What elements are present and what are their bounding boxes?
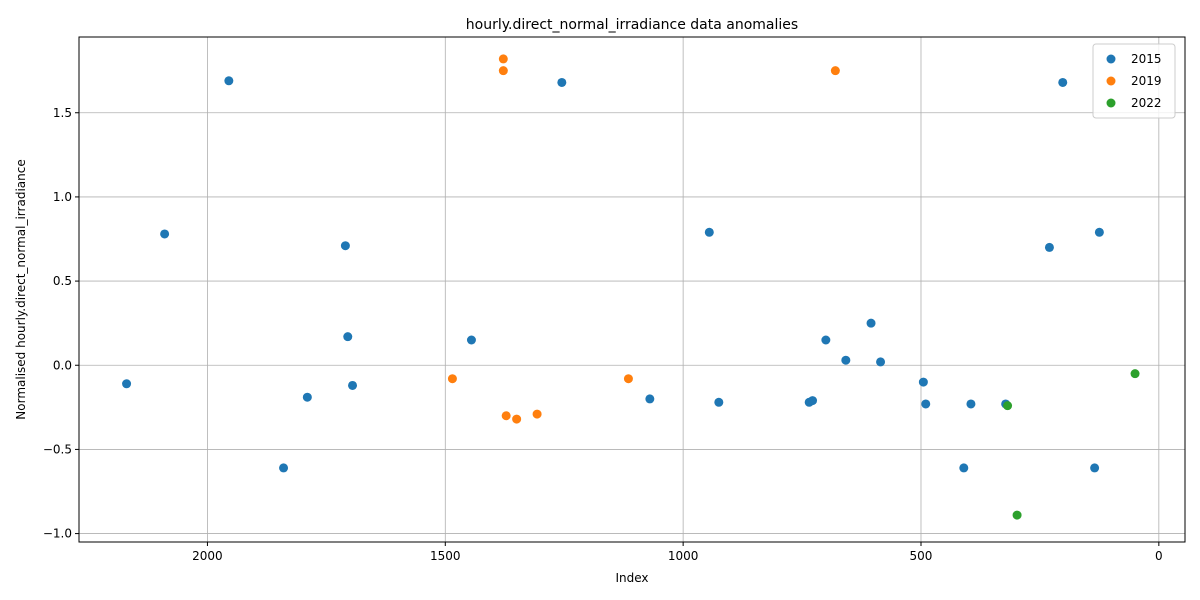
x-tick-label: 2000 bbox=[192, 549, 223, 563]
x-tick-label: 1500 bbox=[430, 549, 461, 563]
point-2015 bbox=[557, 77, 567, 87]
point-2015 bbox=[918, 377, 928, 387]
data-points bbox=[122, 54, 1140, 520]
point-2015 bbox=[466, 335, 476, 345]
x-tick-label: 500 bbox=[910, 549, 933, 563]
point-2019 bbox=[501, 411, 511, 421]
point-2015 bbox=[279, 463, 289, 473]
point-2022 bbox=[1130, 369, 1140, 379]
point-2022 bbox=[1003, 401, 1013, 411]
point-2019 bbox=[623, 374, 633, 384]
point-2015 bbox=[966, 399, 976, 409]
point-2015 bbox=[876, 357, 886, 367]
point-2019 bbox=[498, 66, 508, 76]
plot-frame bbox=[78, 36, 1186, 543]
point-2015 bbox=[340, 241, 350, 251]
grid-lines bbox=[79, 37, 1185, 542]
point-2015 bbox=[959, 463, 969, 473]
x-tick-label: 1000 bbox=[668, 549, 699, 563]
point-2022 bbox=[1012, 510, 1022, 520]
point-2015 bbox=[122, 379, 132, 389]
legend-label-2015: 2015 bbox=[1131, 52, 1162, 66]
legend-label-2022: 2022 bbox=[1131, 96, 1162, 110]
legend-marker-2015 bbox=[1106, 54, 1116, 64]
y-tick-label: −1.0 bbox=[43, 527, 72, 541]
legend: 2015 2019 2022 bbox=[1092, 43, 1176, 119]
point-2019 bbox=[512, 414, 522, 424]
point-2015 bbox=[645, 394, 655, 404]
y-axis-label: Normalised hourly.direct_normal_irradian… bbox=[14, 159, 28, 419]
legend-marker-2019 bbox=[1106, 76, 1116, 86]
chart-title: hourly.direct_normal_irradiance data ano… bbox=[466, 17, 798, 33]
point-2015 bbox=[821, 335, 831, 345]
point-2015 bbox=[921, 399, 931, 409]
point-2015 bbox=[714, 397, 724, 407]
point-2015 bbox=[704, 227, 714, 237]
point-2015 bbox=[866, 318, 876, 328]
point-2015 bbox=[348, 380, 358, 390]
x-tick-label: 0 bbox=[1155, 549, 1163, 563]
point-2015 bbox=[841, 355, 851, 365]
y-tick-label: 0.5 bbox=[53, 274, 72, 288]
point-2015 bbox=[1090, 463, 1100, 473]
x-axis-ticks: 2000 1500 1000 500 0 bbox=[192, 542, 1163, 563]
point-2015 bbox=[343, 332, 353, 342]
y-tick-label: 1.5 bbox=[53, 106, 72, 120]
point-2019 bbox=[532, 409, 542, 419]
point-2019 bbox=[830, 66, 840, 76]
y-axis-ticks: −1.0 −0.5 0.0 0.5 1.0 1.5 bbox=[43, 106, 79, 541]
point-2019 bbox=[447, 374, 457, 384]
y-tick-label: 1.0 bbox=[53, 190, 72, 204]
y-tick-label: −0.5 bbox=[43, 442, 72, 456]
point-2015 bbox=[224, 76, 234, 86]
point-2015 bbox=[302, 392, 312, 402]
y-tick-label: 0.0 bbox=[53, 358, 72, 372]
point-2015 bbox=[1094, 227, 1104, 237]
point-2015 bbox=[1058, 77, 1068, 87]
point-2015 bbox=[808, 396, 818, 406]
point-2015 bbox=[160, 229, 170, 239]
point-2015 bbox=[1044, 242, 1054, 252]
x-axis-label: Index bbox=[615, 571, 648, 585]
point-2019 bbox=[498, 54, 508, 64]
legend-marker-2022 bbox=[1106, 98, 1116, 108]
legend-label-2019: 2019 bbox=[1131, 74, 1162, 88]
